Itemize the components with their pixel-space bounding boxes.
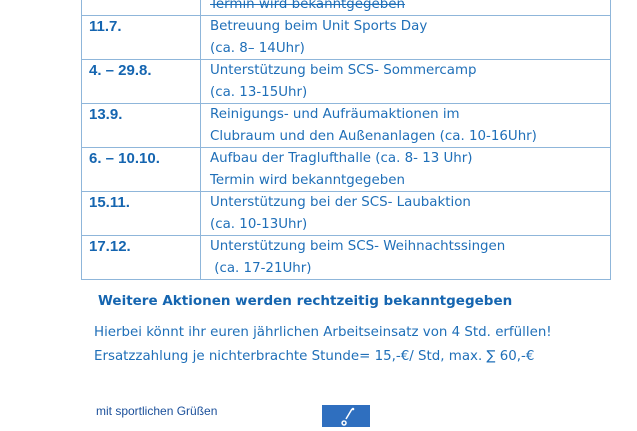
date-cell: 4. – 29.8. — [81, 59, 201, 104]
description-line: Reinigungs- und Aufräumaktionen im — [210, 107, 460, 122]
description-cell: Termin wird bekanntgegeben — [200, 0, 611, 16]
schedule-table: Termin wird bekanntgegeben 11.7. Betreuun… — [81, 0, 611, 280]
date-cell: 17.12. — [81, 235, 201, 280]
description-cell: Reinigungs- und Aufräumaktionen im Clubra… — [200, 103, 611, 148]
description-line: (ca. 13-15Uhr) — [210, 84, 308, 100]
announcement-note: Weitere Aktionen werden rechtzeitig beka… — [98, 293, 513, 309]
description-cell: Unterstützung beim SCS- Weihnachtssingen… — [200, 235, 611, 280]
description-line: (ca. 10-13Uhr) — [210, 216, 308, 232]
date-cell: 15.11. — [81, 191, 201, 236]
table-row: 15.11. Unterstützung bei der SCS- Laubakt… — [81, 191, 611, 236]
description-line: Betreuung beim Unit Sports Day — [210, 19, 428, 34]
description-line-struck: Termin wird bekanntgegeben — [210, 0, 406, 12]
description-line: Unterstützung beim SCS- Weihnachtssingen — [210, 239, 506, 254]
date-cell: 6. – 10.10. — [81, 147, 201, 192]
description-cell: Betreuung beim Unit Sports Day (ca. 8– 14… — [200, 15, 611, 60]
description-line: Termin wird bekanntgegeben — [210, 172, 406, 188]
info-line-payment: Ersatzzahlung je nichterbrachte Stunde= … — [94, 349, 535, 364]
description-line: Unterstützung bei der SCS- Laubaktion — [210, 195, 471, 210]
description-line: (ca. 8– 14Uhr) — [210, 40, 305, 56]
description-line: (ca. 17-21Uhr) — [210, 260, 312, 276]
table-row: 4. – 29.8. Unterstützung beim SCS- Sommer… — [81, 59, 611, 104]
greeting: mit sportlichen Grüßen — [96, 404, 218, 418]
description-line: Aufbau der Traglufthalle (ca. 8- 13 Uhr) — [210, 151, 473, 166]
table-row: Termin wird bekanntgegeben — [81, 0, 611, 16]
date-cell: 13.9. — [81, 103, 201, 148]
description-line: Clubraum und den Außenanlagen (ca. 10-16… — [210, 128, 537, 144]
description-line: Unterstützung beim SCS- Sommercamp — [210, 63, 477, 78]
description-cell: Unterstützung bei der SCS- Laubaktion (ca… — [200, 191, 611, 236]
description-cell: Aufbau der Traglufthalle (ca. 8- 13 Uhr)… — [200, 147, 611, 192]
date-cell — [81, 0, 201, 16]
table-row: 11.7. Betreuung beim Unit Sports Day (ca. … — [81, 15, 611, 60]
table-row: 6. – 10.10. Aufbau der Traglufthalle (ca.… — [81, 147, 611, 192]
table-row: 13.9. Reinigungs- und Aufräumaktionen im C… — [81, 103, 611, 148]
date-cell: 11.7. — [81, 15, 201, 60]
description-cell: Unterstützung beim SCS- Sommercamp (ca. 1… — [200, 59, 611, 104]
info-line-hours: Hierbei könnt ihr euren jährlichen Arbei… — [94, 325, 552, 340]
table-row: 17.12. Unterstützung beim SCS- Weihnachts… — [81, 235, 611, 280]
